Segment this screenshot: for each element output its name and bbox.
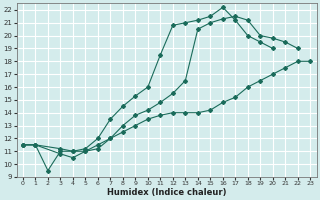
X-axis label: Humidex (Indice chaleur): Humidex (Indice chaleur): [107, 188, 226, 197]
